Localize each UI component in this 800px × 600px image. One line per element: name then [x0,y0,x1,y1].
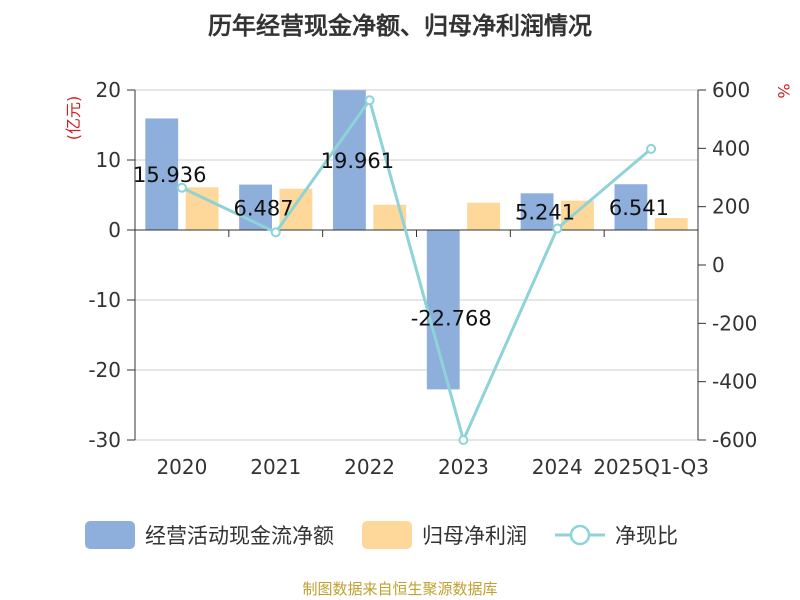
category-label: 2024 [532,455,583,479]
category-label: 2023 [438,455,489,479]
source-note: 制图数据来自恒生聚源数据库 [302,580,498,598]
legend-label: 经营活动现金流净额 [145,524,334,548]
legend-swatch-marker [569,524,591,546]
right-axis-tick-label: -400 [712,370,757,394]
right-axis-tick-label: 600 [712,78,750,102]
chart-title: 历年经营现金净额、归母净利润情况 [208,12,592,40]
right-axis-tick-label: 200 [712,195,750,219]
left-axis-tick-label: 0 [108,218,121,242]
cashflow-data-label: 6.541 [609,196,669,220]
right-axis-tick-label: -600 [712,428,757,452]
cashflow-bar [614,184,648,230]
net-cash-ratio-line [181,96,653,445]
legend: 经营活动现金流净额 归母净利润 净现比 [85,521,678,549]
category-label: 2025Q1-Q3 [593,455,709,479]
legend-swatch-net-profit [362,521,412,549]
left-axis-tick-label: -30 [88,428,121,452]
category-label: 2022 [344,455,395,479]
net-profit-bar [561,200,594,230]
left-axis-tick-label: -10 [88,288,121,312]
net-cash-ratio-point [646,143,657,154]
net-cash-ratio-point [458,435,469,445]
cashflow-data-label: 19.961 [321,149,394,173]
cashflow-bar [145,118,179,230]
left-axis-tick-label: -20 [88,358,121,382]
left-axis-tick-label: 10 [96,148,121,172]
left-axis-tick-label: 20 [96,78,121,102]
bar-series [145,90,688,390]
data-labels: 15.936 6.487 19.961 -22.768 5.241 6.541 [133,149,669,331]
net-profit-bar [654,218,688,230]
cashflow-data-label: 15.936 [133,163,206,187]
cashflow-bar [520,193,554,230]
legend-swatch-cashflow [85,521,135,549]
net-cash-ratio-point [552,223,563,234]
category-label: 2020 [156,455,207,479]
category-label: 2021 [250,455,301,479]
right-axis-tick-label: 400 [712,136,750,160]
grid-lines [135,89,698,441]
legend-label: 净现比 [615,524,678,548]
cashflow-data-label: 6.487 [234,196,294,220]
legend-label: 归母净利润 [422,524,527,548]
net-profit-bar [279,188,313,230]
line-series [176,95,657,445]
right-axis-tick-label: -200 [712,311,757,335]
net-cash-ratio-point [270,227,281,238]
right-axis-tick-label: 0 [712,253,725,277]
right-axis-unit: % [774,83,793,98]
net-profit-bar [185,187,219,230]
cashflow-data-label: 5.241 [515,201,575,225]
net-profit-bar [467,202,501,230]
net-cash-ratio-point [176,182,187,193]
net-cash-ratio-point [364,95,375,106]
cashflow-data-label: -22.768 [411,307,492,331]
axes: -30 -20 -10 0 10 20 -600 -400 -200 0 200 400 600 2020… [88,78,757,479]
left-axis-unit: (亿元) [64,96,83,141]
